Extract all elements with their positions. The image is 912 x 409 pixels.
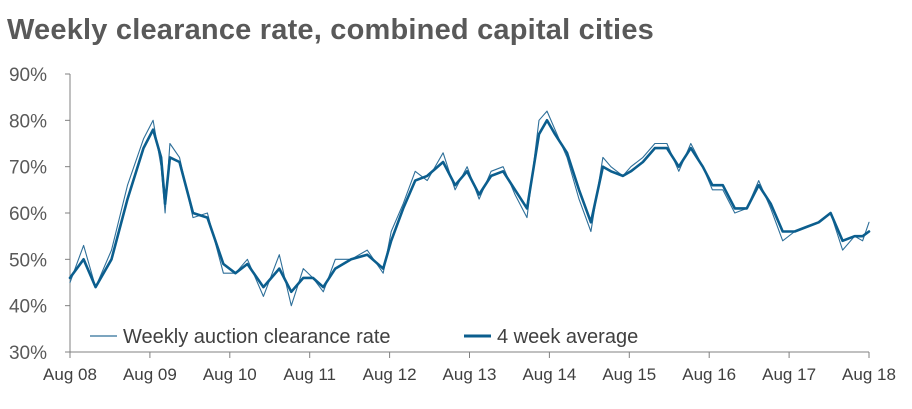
x-tick-label: Aug 16: [682, 365, 736, 384]
y-tick-label: 40%: [9, 297, 47, 318]
series-line-weekly: [69, 110, 870, 307]
series-line-average: [68, 119, 871, 294]
legend: Weekly auction clearance rate 4 week ave…: [90, 326, 638, 348]
x-tick-label: Aug 13: [443, 365, 497, 384]
x-tick-label: Aug 08: [43, 365, 97, 384]
y-tick-label: 90%: [9, 65, 47, 86]
x-tick-label: Aug 15: [602, 365, 656, 384]
x-tick-label: Aug 11: [283, 365, 336, 384]
chart-title: Weekly clearance rate, combined capital …: [7, 14, 654, 46]
legend-label-average: 4 week average: [497, 326, 638, 348]
legend-label-weekly: Weekly auction clearance rate: [123, 326, 391, 348]
x-axis: Aug 08 Aug 09 Aug 10 Aug 11 Aug 12 Aug 13 Aug …: [43, 351, 896, 384]
x-tick-label: Aug 09: [123, 365, 177, 384]
x-tick-label: Aug 14: [522, 365, 576, 384]
y-tick-label: 30%: [9, 343, 47, 364]
y-tick-label: 50%: [9, 250, 47, 271]
y-axis: 30% 40% 50% 60% 70% 80% 90%: [9, 65, 71, 364]
x-tick-label: Aug 18: [842, 365, 896, 384]
series-lines: [68, 110, 871, 307]
x-tick-label: Aug 10: [203, 365, 257, 384]
x-tick-label: Aug 12: [363, 365, 417, 384]
y-tick-label: 70%: [9, 158, 47, 179]
x-tick-label: Aug 17: [762, 365, 816, 384]
y-tick-label: 80%: [9, 111, 47, 132]
y-tick-label: 60%: [9, 204, 47, 225]
